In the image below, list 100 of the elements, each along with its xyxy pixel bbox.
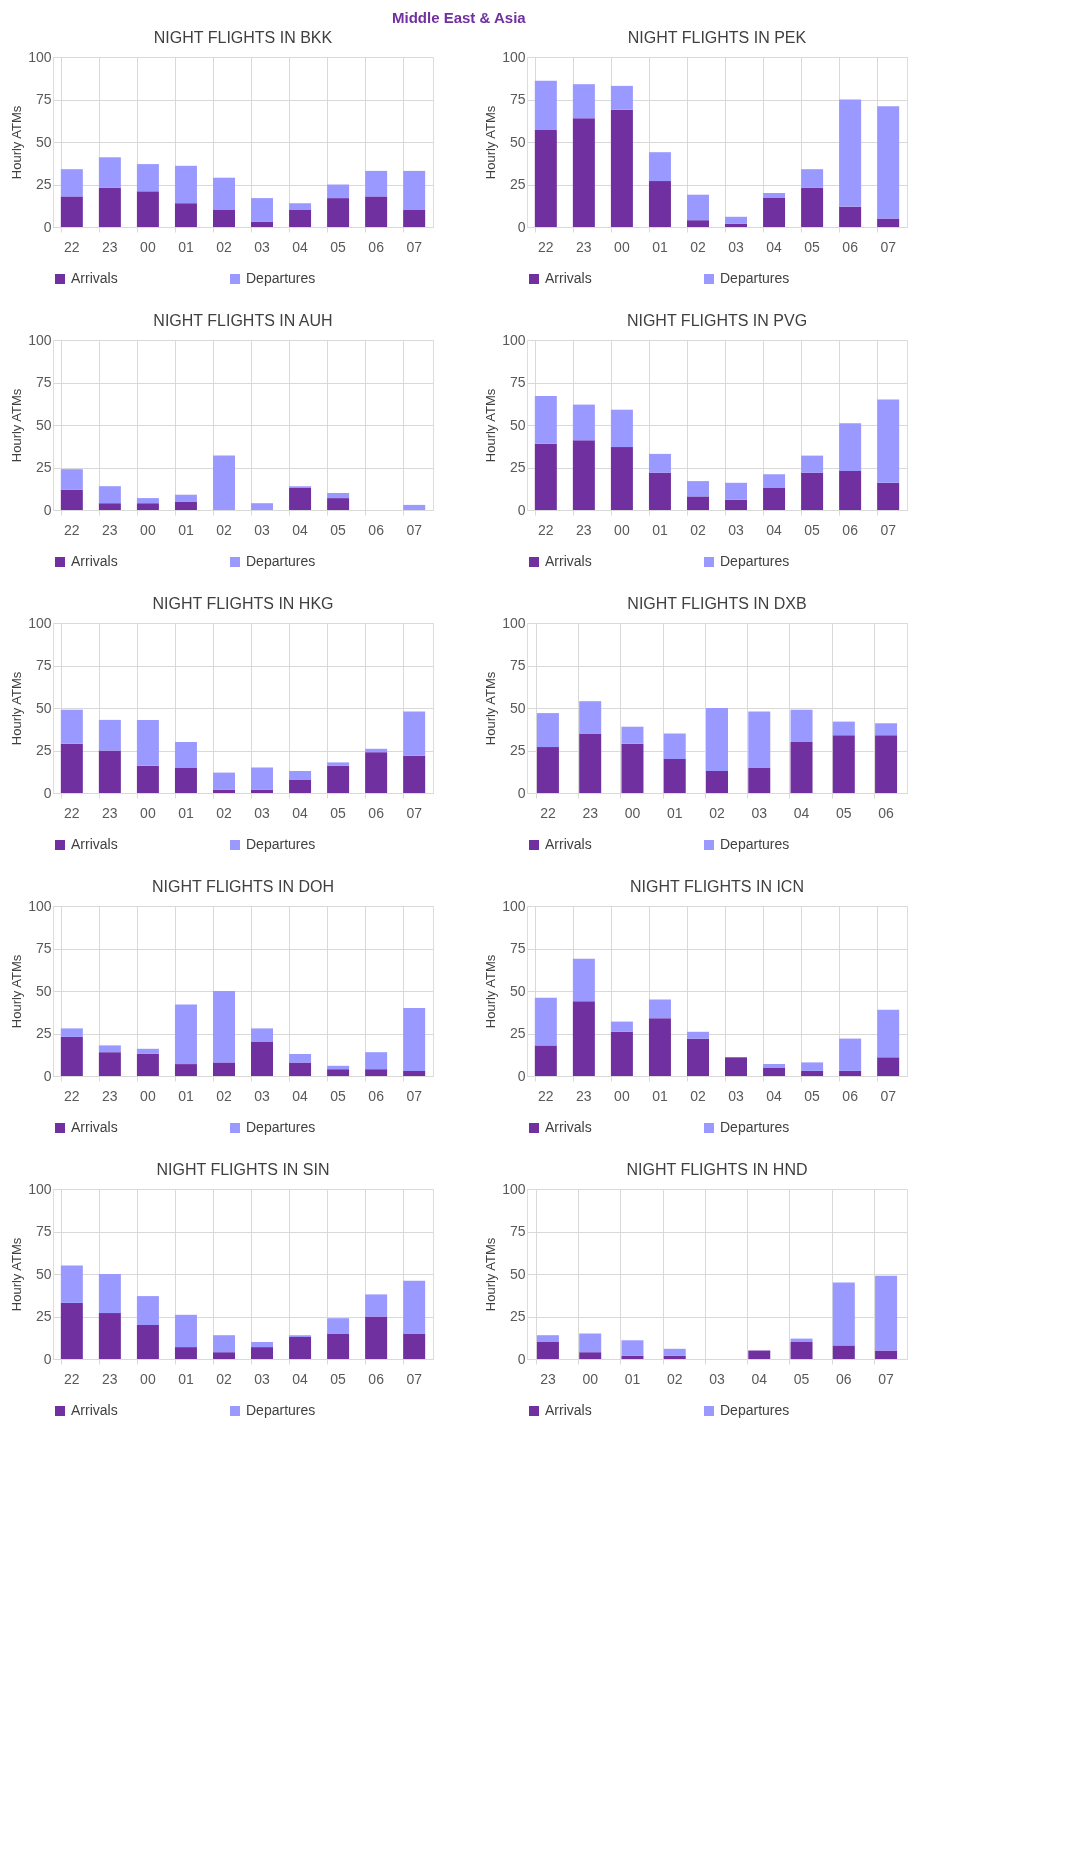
bar	[60, 489, 83, 510]
bar	[327, 198, 350, 227]
y-tick-label: 100	[28, 614, 52, 631]
bar	[60, 1028, 83, 1037]
y-tick-label: 50	[35, 416, 52, 433]
bar	[763, 487, 786, 510]
x-tick-label: 05	[836, 804, 852, 821]
x-tick-label: 05	[330, 804, 347, 821]
bar	[98, 1313, 121, 1359]
chart-title: NIGHT FLIGHTS IN AUH	[153, 312, 333, 329]
x-tick-label: 04	[793, 804, 810, 821]
y-tick-label: 25	[509, 1025, 526, 1041]
y-tick-label: 25	[509, 459, 526, 475]
bar	[877, 106, 900, 219]
bar	[136, 1053, 159, 1076]
bar	[174, 494, 197, 502]
bar	[212, 1352, 235, 1359]
y-tick-label: 100	[502, 614, 526, 631]
x-tick-label: 07	[406, 1087, 423, 1104]
bar	[403, 1008, 426, 1071]
bar	[875, 723, 898, 736]
bar	[877, 399, 900, 483]
bar	[289, 770, 312, 780]
bar	[289, 203, 312, 210]
legend-label: Arrivals	[71, 836, 118, 852]
x-tick-label: 06	[836, 1370, 852, 1387]
y-tick-label: 75	[509, 91, 526, 107]
bar	[763, 193, 786, 199]
y-tick-label: 0	[43, 1067, 52, 1084]
y-tick-label: 100	[502, 331, 526, 348]
x-tick-label: 06	[878, 804, 895, 821]
bar	[403, 210, 426, 227]
bar	[174, 501, 197, 510]
bar	[174, 203, 197, 227]
y-tick-label: 75	[509, 1223, 526, 1239]
x-tick-label: 03	[709, 1370, 725, 1387]
x-tick-label: 04	[766, 238, 783, 255]
bar	[60, 709, 83, 744]
bar	[136, 1296, 159, 1325]
bar	[725, 499, 748, 510]
x-tick-label: 22	[64, 521, 80, 538]
y-tick-label: 0	[517, 1350, 526, 1367]
x-tick-label: 05	[330, 1087, 347, 1104]
x-tick-label: 00	[624, 804, 641, 821]
bar	[365, 1316, 388, 1359]
y-tick-label: 0	[517, 784, 526, 801]
x-tick-label: 02	[690, 238, 706, 255]
x-tick-label: 00	[614, 521, 630, 538]
legend-label: Arrivals	[71, 553, 118, 569]
x-tick-label: 01	[652, 238, 668, 255]
y-axis-title: Hourly ATMs	[9, 1237, 25, 1312]
bar	[725, 1057, 748, 1076]
x-tick-label: 06	[368, 1370, 385, 1387]
bar	[136, 191, 159, 227]
bar	[686, 220, 709, 227]
y-tick-label: 25	[35, 459, 52, 475]
bar	[365, 1069, 388, 1076]
bar	[403, 711, 426, 756]
bar	[686, 1038, 709, 1076]
chart-title: NIGHT FLIGHTS IN HND	[626, 1161, 808, 1178]
x-tick-label: 07	[406, 804, 423, 821]
bar	[174, 1064, 197, 1076]
bar	[136, 1048, 159, 1054]
legend-label: Arrivals	[545, 1119, 592, 1135]
x-tick-label: 22	[64, 238, 80, 255]
y-tick-label: 25	[35, 1025, 52, 1041]
bar	[136, 498, 159, 504]
x-tick-label: 01	[178, 1087, 194, 1104]
bar	[790, 742, 813, 793]
x-tick-label: 22	[64, 1370, 80, 1387]
x-tick-label: 00	[614, 1087, 630, 1104]
y-tick-label: 100	[28, 331, 52, 348]
bar	[60, 469, 83, 490]
x-tick-label: 06	[368, 521, 385, 538]
bar	[748, 1350, 771, 1359]
bar	[832, 1345, 855, 1359]
bar	[98, 1052, 121, 1076]
bar	[289, 210, 312, 227]
bar	[790, 709, 813, 742]
bar	[136, 719, 159, 766]
x-tick-label: 02	[216, 1087, 232, 1104]
bar	[251, 1347, 274, 1359]
bar	[327, 493, 350, 499]
x-tick-label: 03	[751, 804, 768, 821]
x-tick-label: 03	[728, 1087, 745, 1104]
y-axis-title: Hourly ATMs	[483, 105, 499, 180]
x-tick-label: 07	[406, 238, 423, 255]
y-tick-label: 50	[509, 416, 526, 433]
bar	[327, 1069, 350, 1076]
bar	[648, 472, 671, 510]
chart-title: NIGHT FLIGHTS IN PVG	[626, 312, 808, 329]
x-tick-label: 23	[576, 1087, 592, 1104]
bar	[365, 1294, 388, 1317]
bar	[725, 482, 748, 500]
bar	[174, 767, 197, 793]
bar	[60, 196, 83, 227]
bar	[98, 503, 121, 510]
bar	[403, 170, 426, 210]
x-tick-label: 04	[766, 521, 783, 538]
bar	[663, 759, 686, 793]
